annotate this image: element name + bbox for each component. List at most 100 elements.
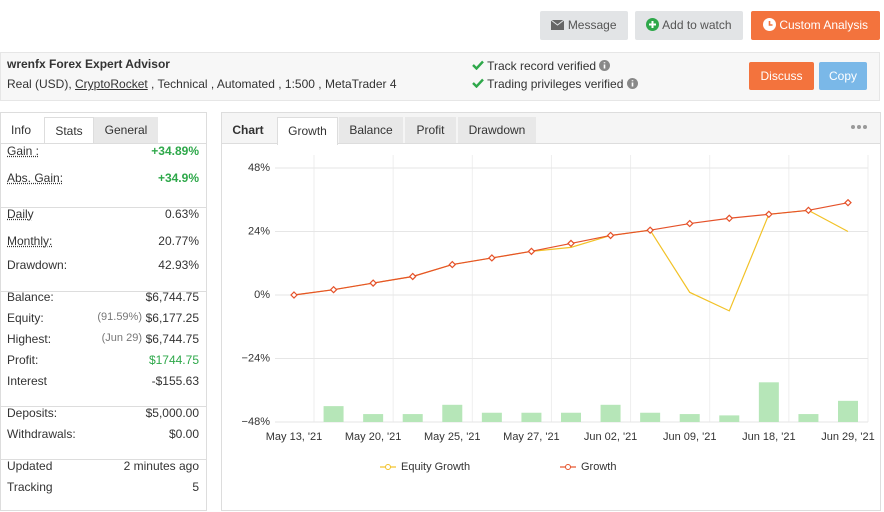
series-line	[293, 202, 849, 296]
stat-label: Monthly:	[7, 234, 53, 248]
stat-label: Interest	[7, 374, 48, 388]
y-tick-label: −24%	[242, 352, 271, 364]
point-marker	[646, 226, 654, 235]
menu-dots[interactable]	[850, 124, 868, 130]
point-marker	[527, 247, 536, 256]
stat-note: (Jun 29)	[101, 332, 142, 344]
mail-icon	[551, 19, 565, 30]
stat-label: Gain :	[7, 144, 40, 158]
point-marker	[804, 206, 813, 215]
point-marker	[685, 219, 694, 228]
tab[interactable]: Stats	[44, 117, 94, 144]
ea-title: wrenfx Forex Expert Advisor	[7, 57, 170, 71]
stat-label: Updated	[7, 459, 53, 473]
stat-label: Equity:	[7, 311, 44, 325]
x-tick-label: May 13, '21	[266, 431, 323, 443]
y-tick-label: −48%	[242, 416, 271, 428]
bar	[402, 414, 423, 422]
stat-label: Balance:	[7, 290, 54, 304]
x-tick-label: May 20, '21	[345, 431, 402, 443]
stat-value: $6,744.75	[145, 290, 199, 304]
point-marker	[567, 239, 575, 248]
stat-value: $6,744.75	[145, 332, 199, 346]
y-tick-label: 24%	[248, 225, 270, 237]
stat-label: Withdrawals:	[7, 427, 76, 441]
plus-icon	[646, 18, 660, 31]
point-marker	[448, 260, 457, 269]
verified-text: Trading privileges verified	[487, 77, 624, 91]
bar	[679, 414, 700, 422]
x-tick-label: May 27, '21	[503, 431, 560, 443]
broker-link[interactable]: CryptoRocket	[75, 77, 148, 91]
discuss-button[interactable]: Discuss	[749, 62, 814, 90]
stat-note: (91.59%)	[97, 311, 142, 323]
ea-details: Real (USD), CryptoRocket , Technical , A…	[7, 77, 397, 91]
legend-label: Equity Growth	[401, 461, 470, 473]
tab[interactable]: Chart	[232, 123, 264, 137]
x-tick-label: Jun 02, '21	[584, 431, 637, 443]
divider	[1, 406, 206, 407]
check-icon	[472, 60, 484, 71]
bar	[758, 382, 779, 422]
check-icon	[472, 78, 484, 89]
button-label: Add to watch	[662, 18, 732, 32]
y-tick-label: 0%	[254, 289, 270, 301]
watch-button[interactable]: Add to watch	[635, 11, 743, 40]
stat-value: $5,000.00	[145, 406, 199, 420]
point-marker	[329, 285, 338, 294]
stat-label: Deposits:	[7, 406, 58, 420]
copy-button[interactable]: Copy	[819, 62, 867, 90]
stat-value: $0.00	[168, 427, 199, 441]
x-tick-label: Jun 09, '21	[663, 431, 716, 443]
stat-label: Abs. Gain:	[7, 171, 64, 185]
legend-marker	[565, 464, 571, 470]
bar	[838, 400, 858, 422]
stat-value: 0.63%	[164, 207, 199, 221]
x-tick-label: May 25, '21	[424, 431, 481, 443]
tab[interactable]: Info	[10, 123, 31, 137]
tab[interactable]: Drawdown	[458, 117, 536, 143]
divider	[1, 291, 206, 292]
bar	[798, 414, 819, 422]
point-marker	[369, 279, 377, 287]
tab[interactable]: Balance	[339, 117, 403, 143]
stat-value: $6,177.25	[145, 311, 199, 325]
stat-value: 2 minutes ago	[123, 459, 199, 473]
verified-text: Track record verified	[487, 59, 597, 73]
stat-label: Highest:	[7, 332, 52, 346]
custom-analysis-button[interactable]: Custom Analysis	[751, 11, 880, 40]
header	[0, 52, 880, 101]
divider	[1, 143, 206, 144]
bar	[561, 412, 581, 422]
detail-text: , Technical , Automated , 1:500 , MetaTr…	[147, 77, 397, 91]
stat-value: 42.93%	[158, 258, 199, 272]
point-marker	[290, 291, 298, 299]
y-tick-label: 48%	[248, 162, 270, 174]
legend-label: Growth	[581, 461, 616, 473]
button-label: Message	[567, 18, 617, 32]
point-marker	[725, 214, 734, 223]
stat-value: $1744.75	[148, 353, 199, 367]
point-marker	[606, 231, 615, 240]
divider	[1, 207, 206, 208]
stat-value: -$155.63	[151, 374, 199, 388]
tab[interactable]: Growth	[277, 117, 338, 145]
detail-text: Real (USD),	[7, 77, 76, 91]
stat-value: 5	[192, 480, 199, 494]
bar	[521, 412, 542, 422]
info-icon[interactable]	[626, 78, 638, 89]
bar	[442, 404, 463, 422]
bar	[640, 412, 661, 422]
verified-row: Track record verified	[472, 59, 611, 73]
series-line	[293, 209, 849, 312]
point-marker	[844, 198, 852, 207]
x-tick-label: Jun 29, '21	[821, 431, 874, 443]
stat-label: Daily	[7, 207, 34, 221]
info-icon[interactable]	[599, 60, 611, 71]
stat-value: 20.77%	[158, 234, 199, 248]
tab[interactable]: Profit	[405, 117, 456, 143]
message-button[interactable]: Message	[540, 11, 628, 40]
tab[interactable]: General	[94, 117, 158, 143]
verified-row: Trading privileges verified	[472, 77, 638, 91]
